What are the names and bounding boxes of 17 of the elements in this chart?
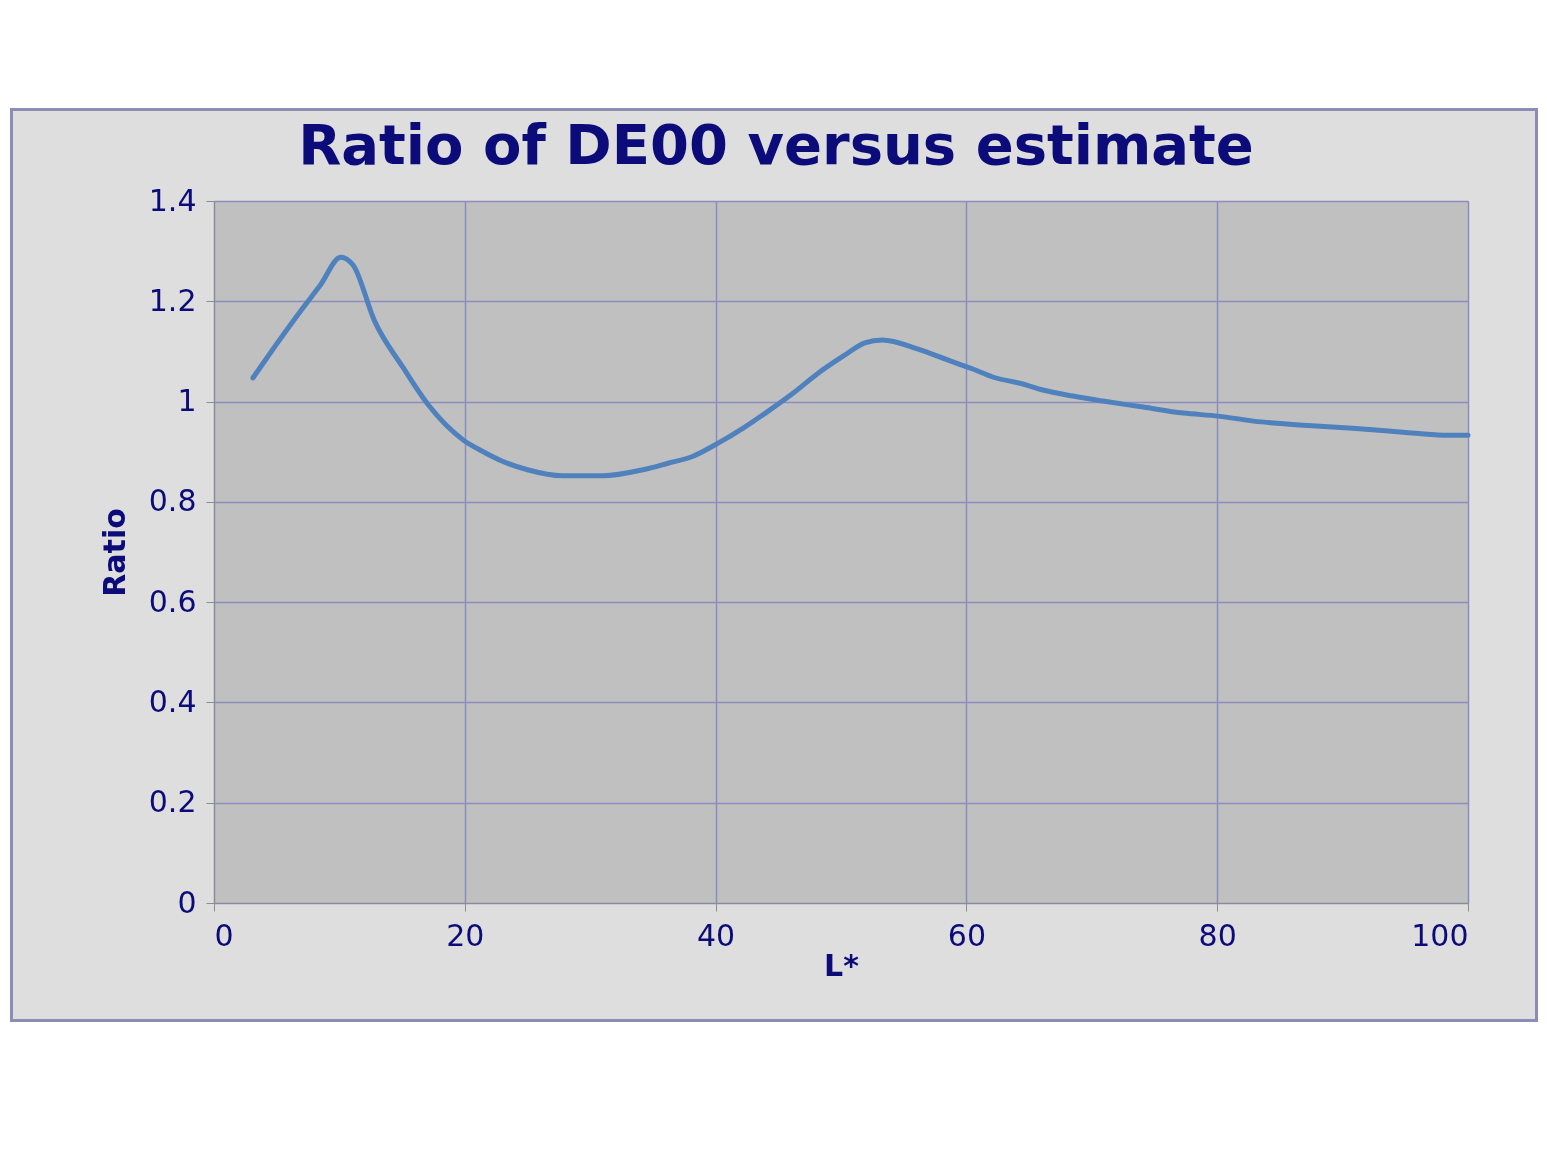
y-tick-label: 0.8 xyxy=(148,483,197,519)
y-tick-label: 0 xyxy=(177,884,197,920)
y-tick-label: 0.6 xyxy=(148,583,197,619)
y-tick-label: 1 xyxy=(177,383,197,419)
x-axis-title: L* xyxy=(824,947,860,983)
y-axis-title: Ratio xyxy=(96,508,132,597)
y-tick-label: 1.4 xyxy=(148,182,197,218)
y-tick-label: 0.2 xyxy=(148,784,197,820)
y-tick-label: 0.4 xyxy=(148,683,197,719)
x-tick-label: 20 xyxy=(446,917,485,953)
x-tick-label: 60 xyxy=(947,917,986,953)
y-tick-label: 1.2 xyxy=(148,282,197,318)
x-tick-label: 100 xyxy=(1411,917,1469,953)
chart-title: Ratio of DE00 versus estimate xyxy=(298,112,1254,177)
x-tick-label: 80 xyxy=(1198,917,1237,953)
x-tick-label: 40 xyxy=(697,917,736,953)
x-tick-label: 0 xyxy=(214,917,234,953)
